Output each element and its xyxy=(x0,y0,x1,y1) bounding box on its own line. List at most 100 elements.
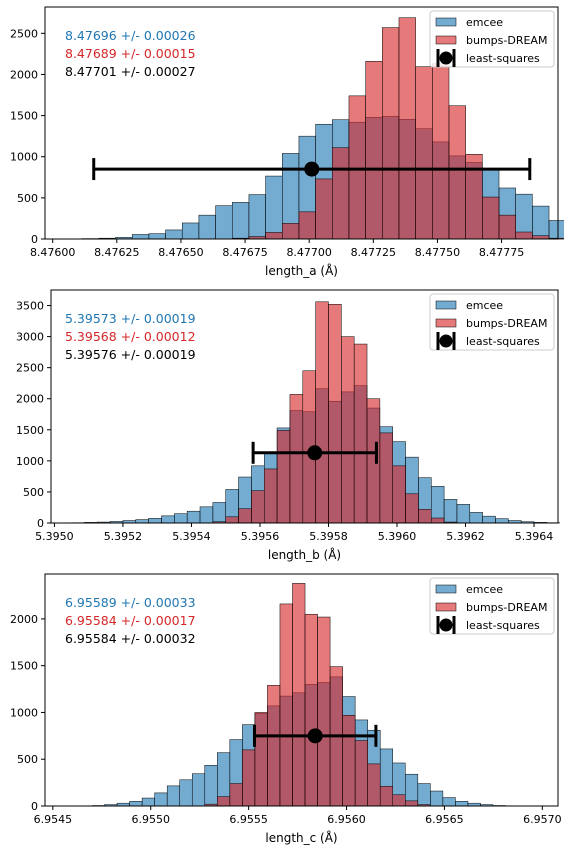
histogram-bar xyxy=(417,783,431,807)
x-tick-label: 6.9565 xyxy=(425,813,464,826)
histogram-bar xyxy=(405,800,419,807)
x-tick-label: 6.9555 xyxy=(229,813,268,826)
histogram-bar xyxy=(443,499,458,524)
y-tick-label: 1000 xyxy=(10,151,38,164)
histogram-bar xyxy=(165,229,183,240)
histogram-bar xyxy=(382,27,400,240)
x-tick-label: 8.47725 xyxy=(351,246,397,259)
legend-marker-least-squares xyxy=(439,618,453,632)
fit-result-annotation: 6.95584 +/- 0.00032 xyxy=(65,631,196,646)
fit-result-annotation: 8.47696 +/- 0.00026 xyxy=(65,28,196,43)
histogram-bar xyxy=(148,233,166,240)
histogram-bar xyxy=(231,202,250,240)
histogram-bar xyxy=(354,740,368,807)
histogram-bar xyxy=(469,512,483,524)
histogram-bar xyxy=(379,432,393,524)
histogram-bar xyxy=(135,519,149,524)
axes-frame xyxy=(44,6,559,240)
histogram-bar xyxy=(548,220,564,240)
legend-label: emcee xyxy=(466,299,503,312)
x-tick-label: 6.9560 xyxy=(327,813,366,826)
histogram-bar xyxy=(431,486,445,524)
y-tick-label: 500 xyxy=(17,753,38,766)
x-tick-label: 8.47675 xyxy=(222,246,268,259)
y-tick-label: 2000 xyxy=(16,393,44,406)
fit-result-annotation: 6.95589 +/- 0.00033 xyxy=(65,595,196,610)
y-tick-label: 1500 xyxy=(16,424,44,437)
histogram-bar xyxy=(199,506,214,524)
histogram-bar xyxy=(398,17,416,240)
histogram-bar xyxy=(298,211,316,240)
histogram-bar xyxy=(198,214,216,240)
least-squares-point xyxy=(307,445,323,461)
histogram-bar xyxy=(267,685,281,807)
histogram-bar xyxy=(217,796,231,807)
legend: emcee bumps-DREAM least-squares xyxy=(429,577,555,635)
histogram-bar xyxy=(276,430,291,524)
fit-result-annotation: 5.39568 +/- 0.00012 xyxy=(65,329,196,344)
x-tick-label: 8.47650 xyxy=(158,246,204,259)
axes-frame xyxy=(50,289,559,524)
least-squares-point xyxy=(304,161,320,177)
histogram-bar xyxy=(248,194,266,240)
histogram-bar xyxy=(432,63,450,240)
histogram-bar xyxy=(154,792,168,807)
histogram-bar xyxy=(141,797,155,807)
x-tick-label: 5.3950 xyxy=(35,530,74,543)
histogram-bar xyxy=(418,509,432,524)
histogram-bar xyxy=(304,613,318,807)
histogram-bar xyxy=(292,583,306,807)
histogram-bar xyxy=(342,715,356,807)
fit-result-annotation: 5.39576 +/- 0.00019 xyxy=(65,347,196,362)
legend-swatch-bumps-dream xyxy=(435,602,457,612)
x-tick-label: 6.9550 xyxy=(131,813,170,826)
legend-marker-least-squares xyxy=(439,51,453,65)
legend-swatch-emcee xyxy=(435,300,457,310)
histogram-bar xyxy=(191,773,206,807)
y-tick-label: 0 xyxy=(31,233,38,246)
x-axis-label: length_b (Å) xyxy=(268,547,341,562)
histogram-bar xyxy=(215,205,233,240)
histogram-bar xyxy=(229,783,243,807)
histogram-bar xyxy=(495,518,509,524)
histogram-bar xyxy=(204,765,218,807)
y-tick-label: 1500 xyxy=(10,110,38,123)
histogram-bar xyxy=(263,468,278,524)
histogram-bar xyxy=(225,516,239,524)
x-tick-label: 8.47700 xyxy=(286,246,332,259)
x-tick-label: 5.3962 xyxy=(446,530,485,543)
y-tick-label: 2500 xyxy=(10,27,38,40)
histogram-bar xyxy=(367,763,381,807)
x-tick-label: 5.3954 xyxy=(172,530,211,543)
histogram-bar xyxy=(289,394,304,524)
histogram-bar xyxy=(174,513,188,524)
axes-frame xyxy=(44,573,559,807)
x-tick-label: 6.9545 xyxy=(34,813,73,826)
y-tick-label: 1000 xyxy=(10,706,38,719)
chart-panel-2: 5.3950 5.3952 5.3954 5.3956 5.3958 5.3960 5.39… xyxy=(16,289,560,562)
y-tick-label: 1500 xyxy=(10,660,38,673)
legend-box xyxy=(429,10,555,68)
legend-label: emcee xyxy=(466,583,503,596)
least-squares-point xyxy=(307,728,323,744)
histogram-bar xyxy=(328,304,342,524)
chart-panel-3: 6.9545 6.9550 6.9555 6.9560 6.9565 6.9570 0 500… xyxy=(10,573,562,845)
y-tick-label: 0 xyxy=(31,800,38,813)
histogram-bar xyxy=(181,222,200,240)
x-tick-label: 5.3958 xyxy=(309,530,348,543)
histogram-bar xyxy=(482,515,496,524)
histogram-bar xyxy=(131,234,150,240)
y-tick-label: 3500 xyxy=(16,300,44,313)
histogram-bar xyxy=(161,515,175,524)
histogram-bar xyxy=(456,504,471,524)
y-tick-label: 500 xyxy=(23,486,44,499)
histogram-bar xyxy=(315,301,329,524)
legend-box xyxy=(429,577,555,635)
legend-swatch-bumps-dream xyxy=(435,35,457,45)
x-tick-label: 5.3952 xyxy=(104,530,143,543)
histogram-bar xyxy=(348,95,366,240)
histogram-bar xyxy=(279,603,293,807)
histogram-bar xyxy=(242,749,256,807)
histogram-bar xyxy=(265,175,283,240)
legend-marker-least-squares xyxy=(439,334,453,348)
